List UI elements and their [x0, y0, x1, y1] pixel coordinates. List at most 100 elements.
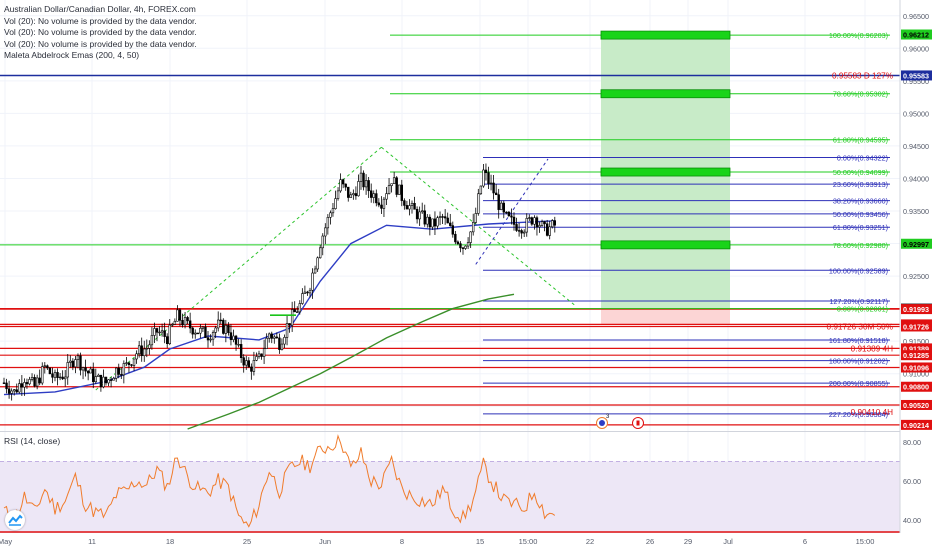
level-annotation[interactable]: 0.90410 4H — [851, 408, 893, 417]
price-axis[interactable] — [900, 0, 932, 550]
candle-body — [311, 272, 314, 291]
calendar-event-count: 3 — [606, 414, 610, 420]
candle-body — [441, 216, 444, 218]
candle-body — [482, 169, 485, 187]
price-tick-label: 0.92500 — [903, 272, 929, 281]
candle-body — [270, 333, 273, 339]
price-badge[interactable] — [901, 419, 932, 430]
candle-body — [15, 389, 18, 393]
tradingview-logo-icon[interactable] — [5, 510, 25, 530]
candle-body — [35, 377, 39, 387]
candle-body — [413, 202, 416, 210]
candle-body — [433, 218, 437, 227]
candle-body — [273, 336, 276, 339]
price-badge[interactable] — [901, 343, 932, 354]
candle-body — [283, 337, 286, 345]
rsi-line[interactable] — [3, 434, 556, 528]
candle-body — [43, 365, 47, 367]
canada-flag-icon-mark — [636, 420, 640, 426]
candle-body — [484, 169, 488, 174]
target-box[interactable] — [600, 30, 731, 40]
candle-body — [367, 180, 370, 192]
candle-body — [219, 319, 222, 322]
candle-body — [211, 332, 215, 340]
fib-green-label: 61.80%(0.94595) — [833, 136, 888, 145]
candle-body — [331, 208, 335, 214]
candle-body — [479, 185, 483, 195]
level-annotation[interactable]: 0.91389 4H — [851, 344, 893, 353]
time-tick-label: 15 — [476, 537, 484, 546]
price-badge[interactable] — [901, 304, 932, 315]
candle-body — [38, 377, 41, 384]
fib-blue-label: 200.00%(0.90855) — [829, 379, 888, 388]
candle-body — [84, 367, 87, 372]
level-annotation[interactable]: 0.95583 D 127% — [832, 71, 893, 80]
candle-body — [551, 220, 554, 228]
ema-50-line[interactable] — [3, 220, 555, 396]
target-box[interactable] — [600, 240, 731, 250]
fib-blue-label: 180.00%(0.91202) — [829, 357, 888, 366]
ema-200-line[interactable] — [187, 293, 515, 430]
candle-body — [420, 210, 424, 213]
candle-body — [308, 289, 312, 294]
candle-body — [199, 327, 202, 334]
candle-body — [224, 324, 228, 334]
candle-body — [102, 376, 105, 388]
candle-body — [530, 217, 534, 225]
candle-body — [451, 225, 454, 235]
symbol-title[interactable]: Australian Dollar/Canadian Dollar, 4h, F… — [4, 4, 196, 14]
candle-body — [125, 362, 128, 364]
candle-body — [359, 172, 363, 182]
candle-body — [135, 353, 138, 360]
candle-body — [326, 217, 330, 229]
fib-green-label: 0.00%(0.92001) — [837, 305, 888, 314]
price-badge[interactable] — [901, 29, 932, 40]
price-badge[interactable] — [901, 399, 932, 410]
candle-body — [209, 338, 212, 341]
candle-body — [446, 217, 449, 224]
time-tick-label: Jul — [723, 537, 733, 546]
time-axis[interactable] — [0, 533, 932, 550]
volume-indicator-3[interactable]: Vol (20): No volume is provided by the d… — [4, 38, 197, 49]
candle-body — [92, 368, 95, 383]
candle-body — [505, 211, 508, 214]
price-tick-label: 0.96000 — [903, 44, 929, 53]
candle-body — [423, 210, 426, 225]
position-stop-zone[interactable] — [601, 308, 730, 325]
target-box[interactable] — [600, 89, 731, 99]
candle-body — [380, 204, 383, 209]
candle-body — [41, 366, 44, 384]
candle-body — [117, 367, 120, 375]
candle-body — [525, 217, 528, 233]
price-badge[interactable] — [901, 321, 932, 332]
candle-body — [375, 193, 378, 204]
candle-body — [260, 353, 263, 357]
ema-indicator-label[interactable]: Maleta Abdelrock Emas (200, 4, 50) — [4, 50, 140, 61]
price-badge-label: 0.91285 — [903, 351, 929, 360]
level-annotation[interactable]: 0.91726 30M 50% — [827, 322, 893, 331]
price-badge[interactable] — [901, 362, 932, 373]
price-badge[interactable] — [901, 70, 932, 81]
price-badge[interactable] — [901, 350, 932, 361]
candle-body — [303, 291, 307, 294]
candle-body — [163, 330, 166, 337]
candle-body — [171, 324, 174, 326]
candle-body — [79, 355, 82, 371]
volume-indicator-2[interactable]: Vol (20): No volume is provided by the d… — [4, 27, 197, 38]
candle-body — [64, 376, 67, 380]
volume-indicator-1[interactable]: Vol (20): No volume is provided by the d… — [4, 15, 197, 26]
time-tick-label: Jun — [319, 537, 331, 546]
rsi-indicator-label[interactable]: RSI (14, close) — [4, 436, 61, 446]
candle-body — [160, 330, 164, 333]
candle-body — [250, 366, 253, 372]
candle-body — [94, 376, 98, 383]
candle-body — [10, 390, 13, 394]
price-badge[interactable] — [901, 381, 932, 392]
price-badge[interactable] — [901, 238, 932, 249]
candle-body — [89, 368, 92, 374]
candle-body — [122, 363, 126, 376]
target-box[interactable] — [600, 167, 731, 177]
candle-body — [255, 356, 258, 361]
candle-body — [548, 226, 551, 236]
